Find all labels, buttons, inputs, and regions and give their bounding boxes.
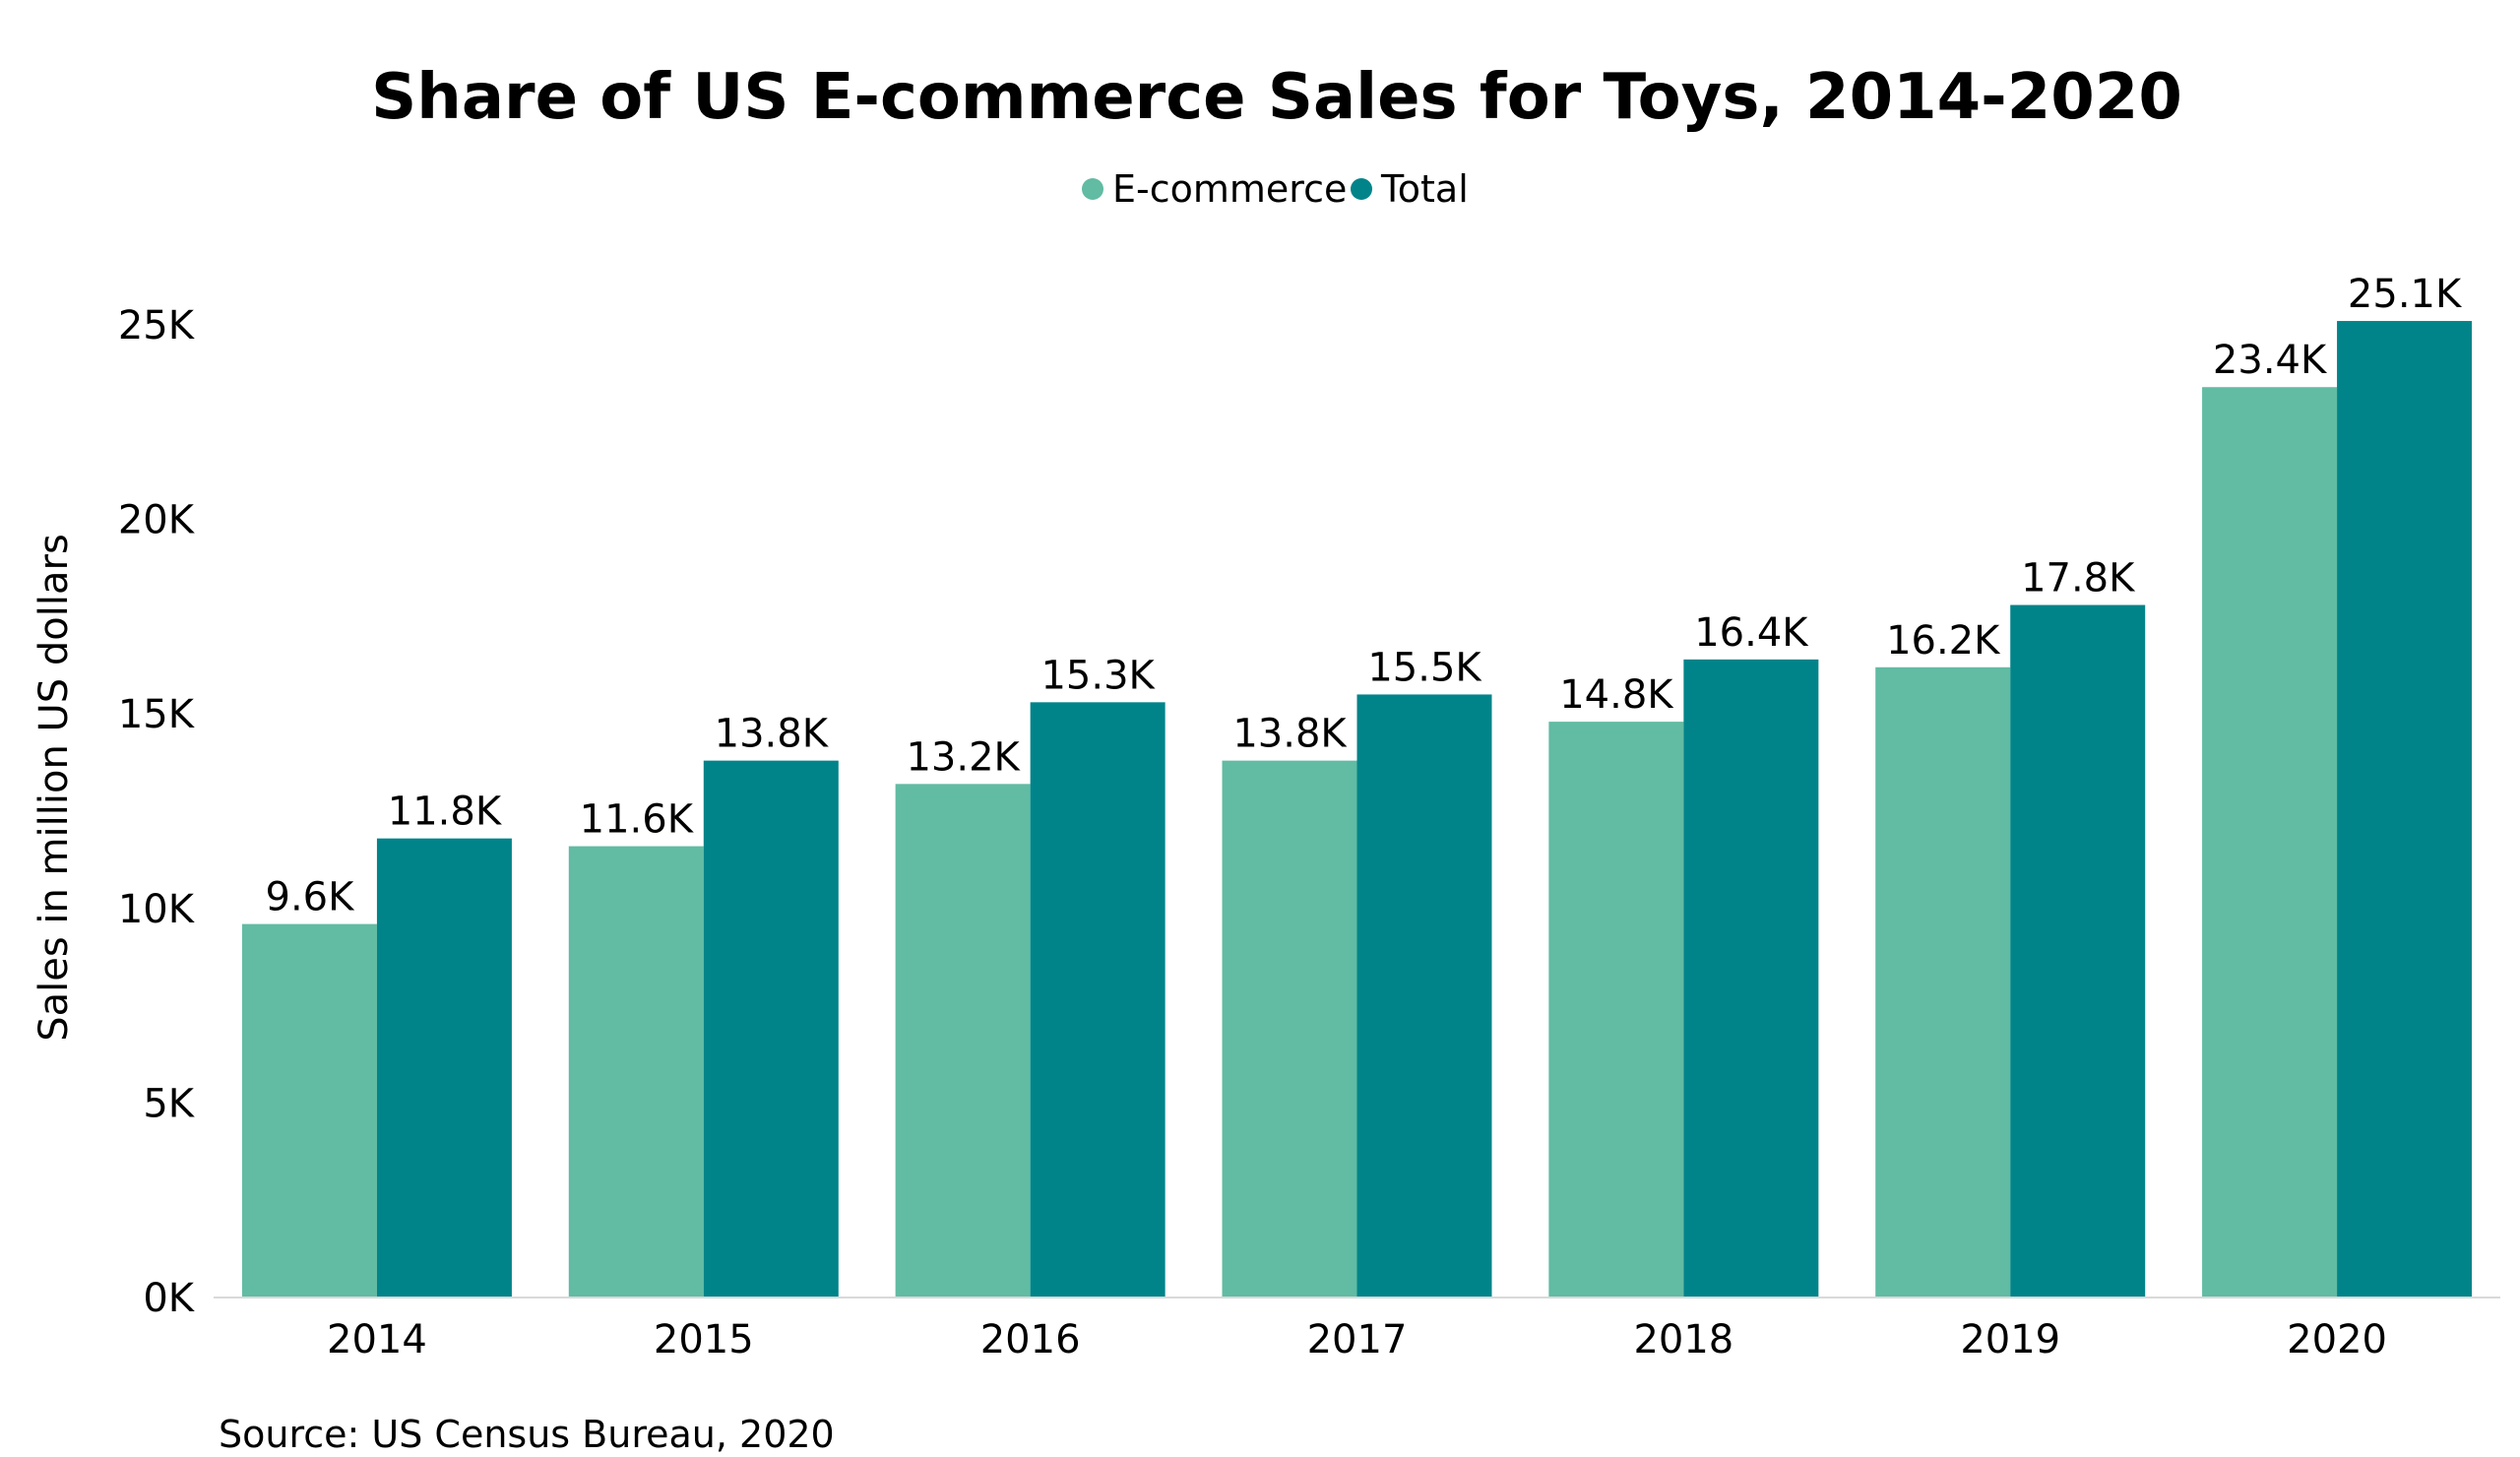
y-axis: 0K 5K 10K 15K 20K 25K — [118, 303, 196, 1321]
legend-marker-total — [1351, 178, 1372, 200]
y-axis-label: Sales in million US dollars — [32, 534, 77, 1042]
bar-total-2020 — [2337, 321, 2473, 1299]
data-label-total-2014: 11.8K — [388, 790, 503, 835]
bar-e-commerce-2017 — [1222, 760, 1357, 1298]
data-label-total-2018: 16.4K — [1694, 610, 1809, 656]
bar-total-2019 — [2010, 604, 2146, 1298]
data-label-total-2020: 25.1K — [2348, 272, 2463, 317]
bar-e-commerce-2019 — [1875, 666, 2011, 1298]
legend-label-e-commerce: E-commerce — [1112, 167, 1347, 211]
y-tick-label: 0K — [143, 1276, 195, 1321]
y-tick-label: 10K — [118, 887, 196, 932]
bar-e-commerce-2018 — [1548, 722, 1684, 1298]
data-label-e-commerce-2014: 9.6K — [266, 875, 356, 920]
x-tick-label-2014: 2014 — [327, 1317, 427, 1362]
bars-group — [241, 321, 2473, 1299]
bar-total-2017 — [1356, 694, 1492, 1298]
legend-marker-e-commerce — [1082, 178, 1103, 200]
bar-total-2015 — [703, 760, 839, 1298]
data-label-e-commerce-2016: 13.2K — [906, 734, 1021, 780]
x-tick-label-2018: 2018 — [1633, 1317, 1733, 1362]
bar-e-commerce-2014 — [241, 923, 377, 1298]
bar-total-2014 — [376, 838, 512, 1298]
y-tick-label: 25K — [118, 303, 196, 348]
data-label-total-2019: 17.8K — [2021, 556, 2136, 602]
data-label-total-2016: 15.3K — [1040, 653, 1156, 698]
data-label-e-commerce-2015: 11.6K — [580, 797, 695, 843]
y-tick-label: 20K — [118, 498, 196, 543]
legend-label-total: Total — [1380, 167, 1469, 211]
source-note: Source: US Census Bureau, 2020 — [219, 1413, 835, 1456]
data-label-e-commerce-2018: 14.8K — [1559, 672, 1674, 718]
data-label-total-2015: 13.8K — [715, 712, 830, 757]
bar-e-commerce-2020 — [2202, 387, 2338, 1298]
data-label-e-commerce-2020: 23.4K — [2213, 338, 2328, 383]
legend: E-commerce Total — [1082, 167, 1469, 211]
x-axis: 2014 2015 2016 2017 2018 2019 2020 — [327, 1317, 2387, 1362]
bar-e-commerce-2015 — [568, 846, 704, 1298]
bar-total-2016 — [1030, 702, 1166, 1298]
x-tick-label-2017: 2017 — [1307, 1317, 1408, 1362]
x-tick-label-2019: 2019 — [1960, 1317, 2060, 1362]
data-label-total-2017: 15.5K — [1367, 645, 1482, 690]
x-tick-label-2015: 2015 — [654, 1317, 754, 1362]
data-labels-group: 9.6K 11.8K 11.6K 13.8K 13.2K 15.3K 13.8K 15.5K 1… — [266, 272, 2463, 920]
data-label-e-commerce-2019: 16.2K — [1886, 618, 2001, 664]
y-tick-label: 5K — [143, 1081, 195, 1126]
x-tick-label-2016: 2016 — [980, 1317, 1081, 1362]
chart-title: Share of US E-commerce Sales for Toys, 2… — [371, 61, 2182, 134]
y-tick-label: 15K — [118, 692, 196, 737]
bar-e-commerce-2016 — [895, 784, 1031, 1298]
data-label-e-commerce-2017: 13.8K — [1232, 712, 1348, 757]
bar-total-2018 — [1683, 659, 1819, 1298]
x-tick-label-2020: 2020 — [2287, 1317, 2387, 1362]
